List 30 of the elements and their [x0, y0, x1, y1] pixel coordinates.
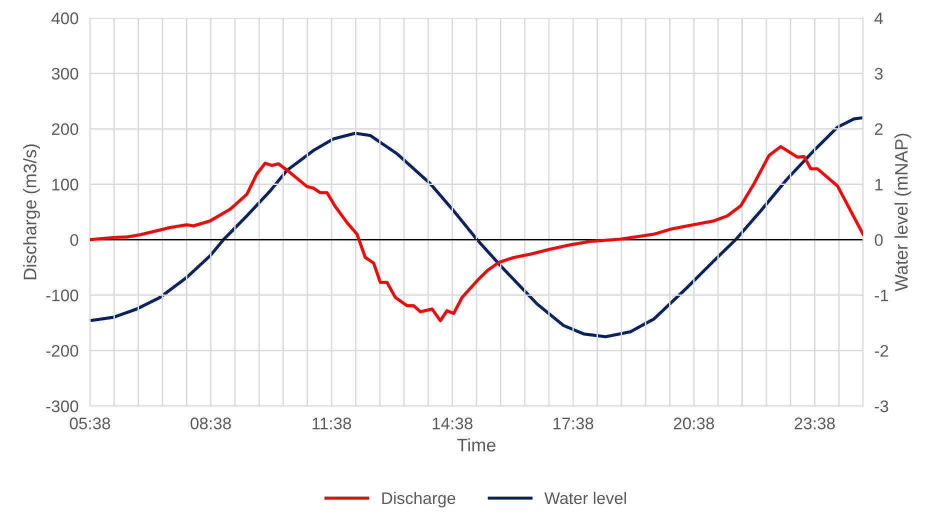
- y2-axis-title: Water level (mNAP): [894, 134, 912, 292]
- y-tick-label: 0: [70, 234, 78, 246]
- y2-tick-label: 4: [874, 12, 883, 24]
- x-tick-label: 14:38: [432, 418, 472, 430]
- x-tick-label: 08:38: [190, 418, 231, 430]
- legend-label: Water level: [544, 492, 626, 504]
- y2-tick-label: -3: [874, 400, 888, 412]
- y-tick-label: -300: [46, 400, 78, 412]
- y2-tick-label: 1: [875, 178, 883, 190]
- x-tick-label: 17:38: [554, 418, 594, 430]
- y2-tick-label: -2: [874, 344, 888, 357]
- y-tick-label: 100: [52, 178, 78, 190]
- y-tick-label: -200: [46, 344, 78, 357]
- x-tick-label: 23:38: [794, 418, 835, 430]
- y-tick-label: 200: [52, 123, 78, 136]
- y2-tick-label: 3: [874, 68, 883, 80]
- y2-tick-label: -1: [874, 290, 888, 302]
- y-axis-title: Discharge (m3/s): [23, 144, 40, 280]
- y-tick-label: -100: [46, 290, 78, 302]
- x-axis-title: Time: [457, 438, 496, 452]
- y-tick-label: 300: [52, 68, 78, 80]
- y2-tick-label: 0: [874, 234, 883, 246]
- x-tick-label: 11:38: [312, 418, 352, 430]
- y-tick-label: 400: [51, 12, 78, 24]
- legend-label: Discharge: [382, 492, 456, 508]
- line-series: [90, 116, 863, 338]
- x-tick-label: 05:38: [70, 418, 110, 430]
- y2-tick-label: 2: [874, 123, 883, 135]
- x-tick-label: 20:38: [674, 418, 714, 430]
- line-series: [90, 145, 863, 322]
